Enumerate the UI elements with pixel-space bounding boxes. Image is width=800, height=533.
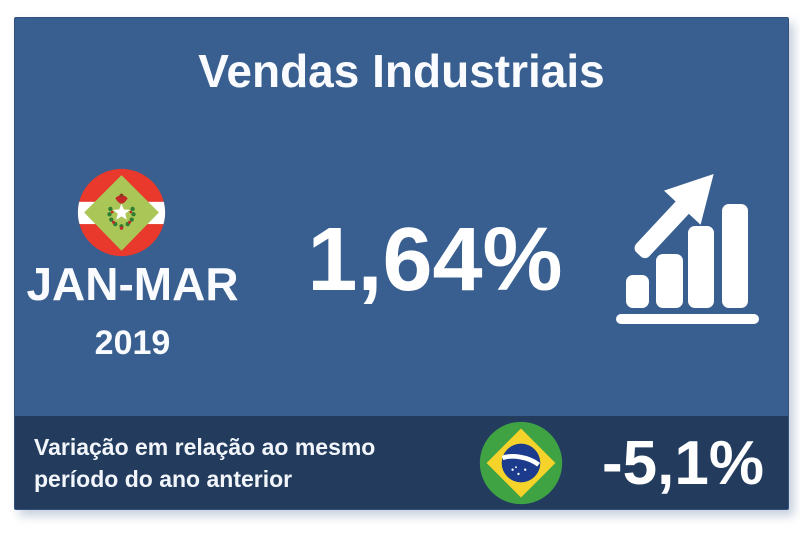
footer-note: Variação em relação ao mesmo período do … bbox=[34, 431, 375, 495]
footer-note-line1: Variação em relação ao mesmo bbox=[34, 433, 376, 460]
year-label: 2019 bbox=[94, 324, 171, 362]
bar-chart-rising-arrow-icon bbox=[616, 174, 759, 324]
brazil-flag-icon bbox=[479, 421, 563, 504]
kpi-value: 1,64% bbox=[307, 210, 563, 310]
kpi-card: Vendas Industriais bbox=[14, 17, 789, 510]
footer-band: Variação em relação ao mesmo período do … bbox=[15, 416, 788, 509]
footer-kpi-value: -5,1% bbox=[602, 428, 764, 498]
footer-note-line2: período do ano anterior bbox=[34, 465, 293, 492]
period-label: JAN-MAR bbox=[26, 258, 239, 310]
santa-catarina-flag-icon bbox=[77, 168, 166, 257]
page-title: Vendas Industriais bbox=[198, 45, 605, 97]
